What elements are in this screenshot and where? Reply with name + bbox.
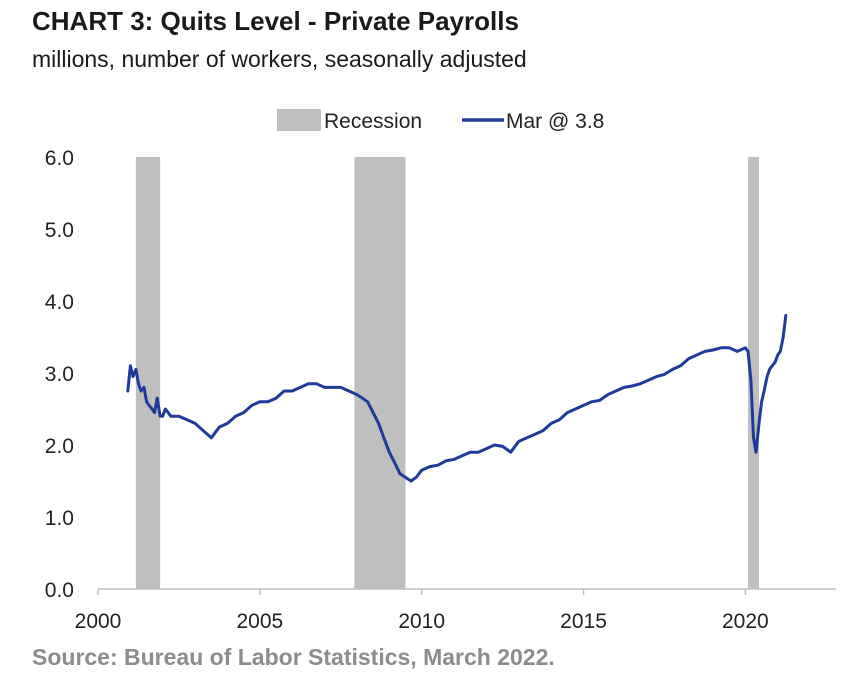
chart-subtitle: millions, number of workers, seasonally … xyxy=(32,46,527,72)
chart-title: CHART 3: Quits Level - Private Payrolls xyxy=(32,6,519,36)
recession-bands xyxy=(135,157,759,589)
y-tick-label: 0.0 xyxy=(45,579,74,602)
recession-band-1 xyxy=(135,157,161,589)
x-tick-label: 2000 xyxy=(75,610,122,633)
x-tick-label: 2015 xyxy=(560,610,607,633)
y-axis-ticks: 0.0 1.0 2.0 3.0 4.0 5.0 6.0 xyxy=(45,147,74,602)
y-tick-label: 2.0 xyxy=(45,435,74,458)
chart-legend: Recession Mar @ 3.8 xyxy=(277,109,604,133)
recession-band-2 xyxy=(354,157,406,589)
recession-band-3 xyxy=(747,157,759,589)
y-tick-label: 1.0 xyxy=(45,507,74,530)
quits-level-chart: 2000 2005 2010 2015 2020 0.0 1.0 2.0 3.0 4.0 5.0 6… xyxy=(45,109,836,633)
x-tick-label: 2010 xyxy=(398,610,445,633)
legend-recession-label: Recession xyxy=(324,110,422,133)
legend-recession-swatch xyxy=(277,109,321,131)
source-note: Source: Bureau of Labor Statistics, Marc… xyxy=(32,644,555,670)
y-tick-label: 4.0 xyxy=(45,291,74,314)
y-tick-label: 5.0 xyxy=(45,219,74,242)
y-tick-label: 6.0 xyxy=(45,147,74,170)
legend-series-label: Mar @ 3.8 xyxy=(506,110,604,133)
quits-series-line xyxy=(126,313,788,483)
y-tick-label: 3.0 xyxy=(45,363,74,386)
x-tick-label: 2020 xyxy=(722,610,769,633)
x-axis-ticks: 2000 2005 2010 2015 2020 xyxy=(75,589,769,633)
x-tick-label: 2005 xyxy=(236,610,283,633)
